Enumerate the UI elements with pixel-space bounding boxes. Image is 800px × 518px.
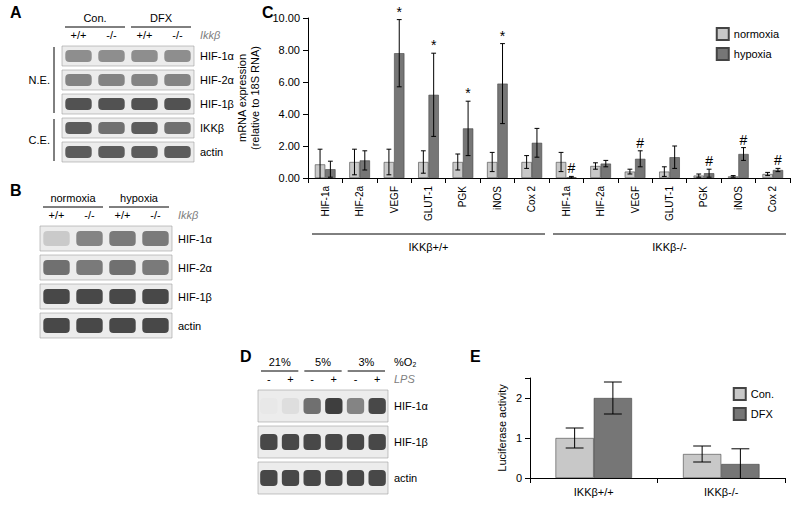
svg-text:actin: actin (394, 472, 417, 484)
svg-text:DFX: DFX (751, 408, 774, 420)
svg-text:HIF-1α: HIF-1α (200, 50, 235, 62)
svg-text:VEGF: VEGF (389, 186, 400, 213)
svg-text:#: # (567, 160, 575, 176)
svg-text:HIF-1a: HIF-1a (561, 186, 572, 217)
svg-text:#: # (774, 152, 782, 168)
svg-text:hypoxia: hypoxia (734, 48, 773, 60)
svg-text:*: * (431, 37, 437, 53)
svg-text:HIF-1a: HIF-1a (320, 186, 331, 217)
svg-text:actin: actin (200, 146, 223, 158)
svg-text:21%: 21% (269, 356, 291, 368)
svg-text:E: E (470, 348, 481, 365)
svg-text:HIF-1α: HIF-1α (178, 233, 213, 245)
svg-text:C.E.: C.E. (29, 134, 50, 146)
svg-text:0: 0 (516, 472, 522, 484)
svg-text:HIF-1β: HIF-1β (200, 98, 234, 110)
svg-text:PGK: PGK (698, 186, 709, 207)
svg-text:3%: 3% (358, 356, 374, 368)
svg-text:*: * (397, 4, 403, 20)
svg-text:hypoxia: hypoxia (120, 192, 159, 204)
svg-text:HIF-1β: HIF-1β (394, 436, 428, 448)
svg-text:8.00: 8.00 (279, 44, 300, 56)
svg-text:#: # (636, 135, 644, 151)
svg-text:GLUT-1: GLUT-1 (423, 186, 434, 221)
svg-text:Ikkβ: Ikkβ (200, 29, 221, 41)
svg-text:-: - (310, 373, 314, 385)
svg-text:Luciferase activity: Luciferase activity (496, 384, 508, 472)
svg-text:HIF-2a: HIF-2a (595, 186, 606, 217)
svg-text:-/-: -/- (172, 29, 183, 41)
svg-text:+: + (331, 373, 337, 385)
svg-text:D: D (240, 348, 252, 365)
svg-text:iNOS: iNOS (492, 186, 503, 210)
svg-text:DFX: DFX (150, 12, 173, 24)
svg-text:HIF-1β: HIF-1β (178, 291, 212, 303)
svg-text:+: + (287, 373, 293, 385)
svg-text:-/-: -/- (150, 209, 161, 221)
svg-text:normoxia: normoxia (50, 192, 96, 204)
svg-text:HIF-2a: HIF-2a (354, 186, 365, 217)
svg-text:+: + (374, 373, 380, 385)
svg-text:+/+: +/+ (115, 209, 131, 221)
svg-text:Con.: Con. (83, 12, 106, 24)
svg-text:1: 1 (516, 432, 522, 444)
svg-text:+/+: +/+ (71, 29, 87, 41)
svg-text:+/+: +/+ (49, 209, 65, 221)
svg-text:normoxia: normoxia (734, 28, 780, 40)
svg-text:IKKβ-/-: IKKβ-/- (652, 241, 687, 253)
svg-text:*: * (465, 85, 471, 101)
svg-text:N.E.: N.E. (29, 74, 50, 86)
svg-text:Con.: Con. (751, 388, 774, 400)
svg-text:%O₂: %O₂ (394, 356, 417, 368)
svg-text:Ikkβ: Ikkβ (178, 209, 199, 221)
svg-text:A: A (10, 4, 22, 21)
svg-text:10.00: 10.00 (272, 12, 300, 24)
svg-text:-: - (354, 373, 358, 385)
svg-text:0.00: 0.00 (279, 172, 300, 184)
svg-text:5%: 5% (315, 356, 331, 368)
svg-text:2.00: 2.00 (279, 140, 300, 152)
svg-text:IKKβ+/+: IKKβ+/+ (574, 486, 614, 498)
svg-text:Cox 2: Cox 2 (526, 186, 537, 213)
svg-text:(relative to 18S RNA): (relative to 18S RNA) (249, 46, 261, 150)
svg-text:PGK: PGK (457, 186, 468, 207)
svg-text:VEGF: VEGF (630, 186, 641, 213)
svg-text:HIF-2α: HIF-2α (200, 74, 235, 86)
svg-text:HIF-2α: HIF-2α (178, 262, 213, 274)
svg-text:Cox 2: Cox 2 (767, 186, 778, 213)
svg-text:4.00: 4.00 (279, 108, 300, 120)
svg-text:mRNA expression: mRNA expression (236, 54, 248, 142)
svg-text:IKKβ+/+: IKKβ+/+ (409, 241, 449, 253)
svg-text:IKKβ: IKKβ (200, 122, 224, 134)
svg-text:2: 2 (516, 392, 522, 404)
svg-text:actin: actin (178, 320, 201, 332)
svg-text:GLUT-1: GLUT-1 (664, 186, 675, 221)
svg-text:#: # (705, 153, 713, 169)
svg-text:-/-: -/- (84, 209, 95, 221)
svg-text:C: C (262, 4, 274, 21)
svg-text:IKKβ-/-: IKKβ-/- (704, 486, 739, 498)
svg-text:#: # (740, 132, 748, 148)
svg-text:LPS: LPS (394, 373, 415, 385)
svg-text:-/-: -/- (106, 29, 117, 41)
svg-text:6.00: 6.00 (279, 76, 300, 88)
svg-text:*: * (500, 28, 506, 44)
svg-text:B: B (10, 182, 22, 199)
svg-text:-: - (267, 373, 271, 385)
svg-text:HIF-1α: HIF-1α (394, 400, 429, 412)
svg-text:+/+: +/+ (137, 29, 153, 41)
svg-text:iNOS: iNOS (733, 186, 744, 210)
